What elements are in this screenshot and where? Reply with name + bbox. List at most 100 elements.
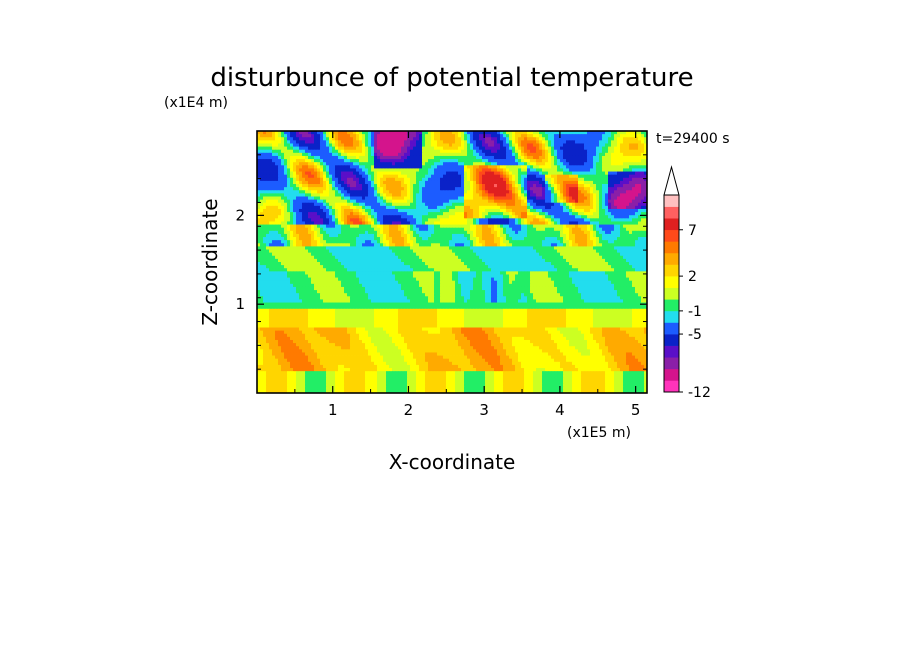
field-cell: [422, 168, 426, 172]
field-cell: [572, 190, 576, 194]
field-cell: [377, 202, 381, 207]
field-cell: [425, 199, 429, 204]
field-cell: [557, 243, 561, 247]
field-cell: [416, 224, 420, 229]
field-cell: [419, 196, 423, 201]
field-cell: [479, 240, 483, 244]
field-cell: [356, 249, 360, 254]
field-cell: [602, 162, 606, 166]
field-cell: [416, 240, 420, 244]
field-cell: [596, 146, 600, 151]
field-cell: [602, 155, 606, 160]
field-cell: [524, 155, 528, 160]
field-cell: [512, 159, 516, 163]
field-cell: [350, 208, 354, 213]
field-cell: [635, 180, 639, 185]
field-cell: [275, 190, 279, 194]
field-cell: [296, 243, 300, 247]
field-cell: [290, 190, 294, 194]
field-cell: [257, 159, 261, 163]
field-cell: [257, 180, 261, 185]
field-cell: [452, 168, 456, 172]
field-cell: [368, 184, 372, 188]
field-cell: [584, 149, 588, 154]
field-cell: [608, 171, 612, 176]
field-cell: [290, 171, 294, 176]
field-cell: [353, 187, 357, 191]
field-cell: [398, 174, 402, 179]
field-cell: [557, 134, 561, 138]
field-cell: [365, 140, 369, 144]
field-cell: [557, 221, 561, 225]
field-cell: [617, 212, 621, 216]
field-cell: [293, 165, 297, 169]
field-cell: [293, 137, 297, 141]
field-cell: [506, 237, 510, 241]
field-cell: [281, 237, 285, 241]
field-cell: [488, 193, 492, 197]
field-cell: [422, 212, 426, 216]
field-cell: [572, 199, 576, 204]
field-cell: [263, 202, 267, 207]
field-cell: [293, 224, 297, 229]
field-cell: [272, 190, 276, 194]
field-cell: [533, 146, 537, 151]
field-cell: [329, 243, 333, 247]
field-cell: [347, 240, 351, 244]
field-cell: [557, 224, 561, 229]
field-cell: [521, 174, 525, 179]
field-cell: [308, 143, 312, 147]
field-cell: [632, 146, 636, 151]
field-cell: [413, 199, 417, 204]
field-cell: [329, 171, 333, 176]
field-cell: [644, 159, 647, 163]
field-cell: [365, 243, 369, 247]
field-cell: [611, 134, 615, 138]
field-cell: [482, 212, 486, 216]
field-cell: [479, 140, 483, 144]
field-cell: [482, 246, 486, 250]
field-cell: [350, 162, 354, 166]
field-cell: [338, 180, 342, 185]
field-cell: [545, 131, 549, 135]
field-cell: [368, 215, 372, 219]
field-cell: [335, 224, 339, 229]
field-cell: [296, 152, 300, 157]
field-cell: [611, 174, 615, 179]
field-cell: [287, 215, 291, 219]
field-cell: [428, 205, 432, 210]
field-cell: [260, 146, 264, 151]
field-cell: [422, 155, 426, 160]
field-cell: [635, 146, 639, 151]
field-cell: [596, 177, 600, 182]
field-cell: [611, 190, 615, 194]
field-cell: [380, 246, 384, 250]
field-cell: [626, 174, 630, 179]
field-cell: [422, 230, 426, 235]
field-cell: [284, 152, 288, 157]
field-cell: [563, 193, 567, 197]
field-cell: [368, 152, 372, 157]
field-cell: [359, 243, 363, 247]
field-cell: [365, 246, 369, 250]
field-cell: [485, 190, 489, 194]
field-cell: [392, 180, 396, 185]
field-cell: [419, 230, 423, 235]
field-cell: [272, 168, 276, 172]
field-cell: [275, 249, 279, 254]
field-cell: [443, 149, 447, 154]
field-cell: [311, 243, 315, 247]
field-cell: [434, 146, 438, 151]
field-cell: [290, 131, 294, 135]
field-cell: [383, 155, 387, 160]
field-cell: [404, 143, 408, 147]
field-cell: [611, 218, 615, 222]
field-cell: [314, 218, 318, 222]
field-cell: [365, 162, 369, 166]
field-cell: [596, 196, 600, 201]
field-cell: [470, 134, 474, 138]
field-cell: [413, 180, 417, 185]
field-cell: [383, 159, 387, 163]
field-cell: [302, 143, 306, 147]
field-cell: [617, 146, 621, 151]
